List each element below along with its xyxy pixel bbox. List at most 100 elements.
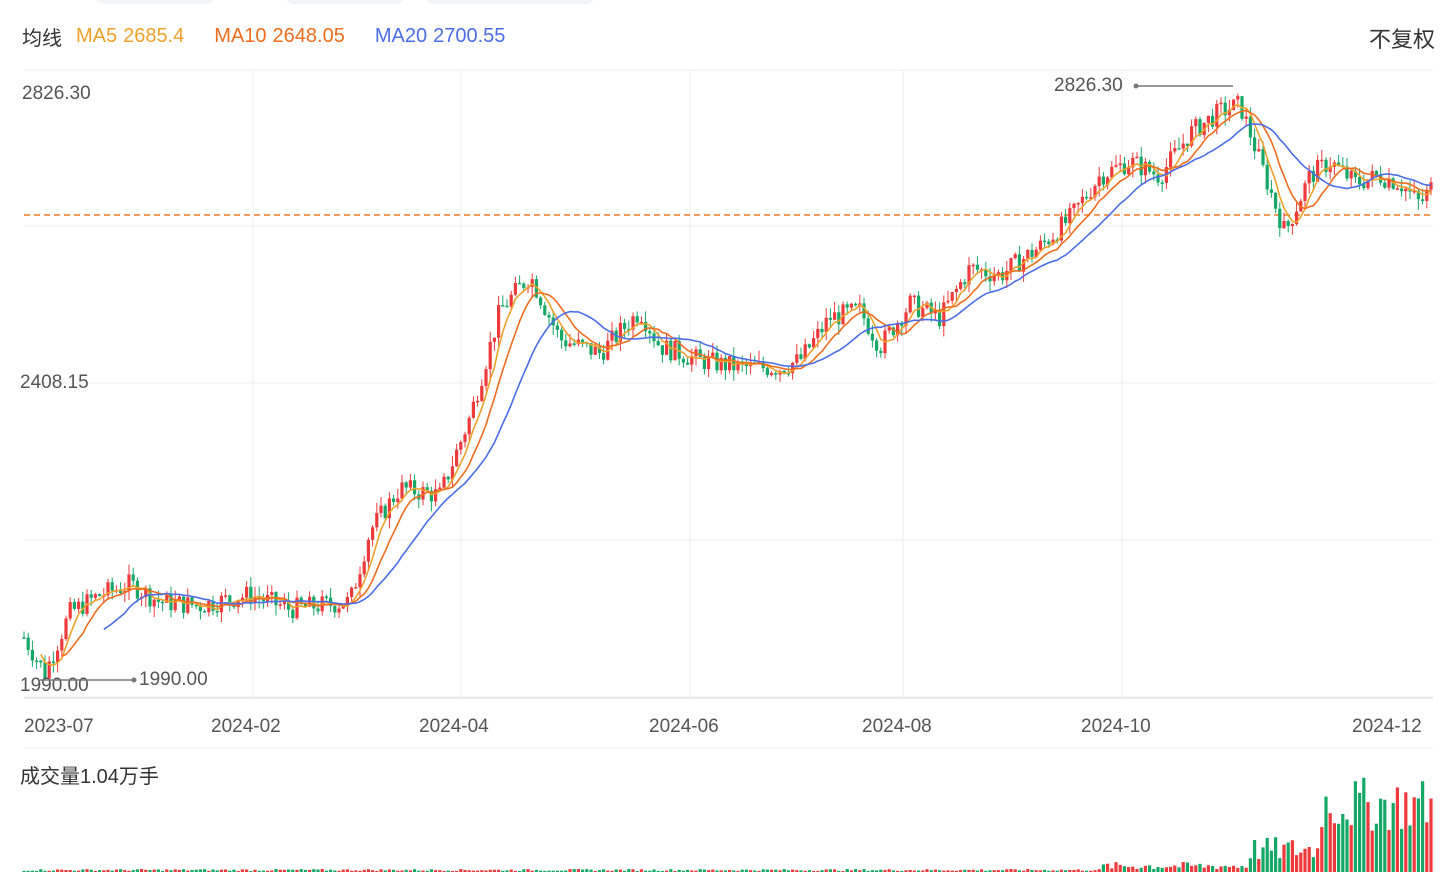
- volume-bar: [505, 870, 509, 872]
- candle-body: [1160, 182, 1164, 184]
- candle-body: [1421, 199, 1425, 201]
- volume-bar: [1131, 866, 1135, 872]
- candle-body: [719, 357, 723, 371]
- candle-body: [975, 264, 979, 270]
- min-leader-dot: [131, 677, 137, 683]
- volume-bar: [303, 869, 307, 872]
- volume-bar: [450, 870, 454, 872]
- volume-bar: [749, 870, 753, 872]
- candle-body: [350, 587, 354, 598]
- candle-body: [1400, 188, 1404, 192]
- candle-body: [602, 353, 606, 360]
- candle-body: [303, 603, 307, 607]
- volume-bar: [114, 869, 118, 872]
- volume-bar: [1374, 823, 1378, 872]
- candle-body: [492, 337, 496, 342]
- candle-body: [1169, 151, 1173, 168]
- volume-bar: [1211, 866, 1215, 872]
- candle-body: [1307, 170, 1311, 184]
- volume-bar: [845, 869, 849, 872]
- volume-bar: [954, 870, 958, 872]
- candle-body: [555, 325, 559, 330]
- candle-body: [1223, 102, 1227, 116]
- candle-body: [736, 361, 740, 371]
- candle-body: [971, 264, 975, 267]
- volume-bar: [1353, 781, 1357, 872]
- candle-body: [744, 363, 748, 367]
- volume-bar: [22, 870, 26, 872]
- candle-body: [807, 344, 811, 348]
- candle-body: [904, 312, 908, 326]
- volume-bar: [60, 869, 64, 872]
- x-tick-label: 2024-02: [211, 716, 281, 737]
- volume-bar: [509, 869, 513, 872]
- candle-body: [854, 303, 858, 306]
- volume-bar: [975, 870, 979, 872]
- legend-ma5: MA5 2685.4: [76, 25, 184, 48]
- volume-bar: [375, 870, 379, 872]
- candle-body: [1395, 188, 1399, 190]
- volume-bar: [795, 870, 799, 872]
- volume-bar: [942, 870, 946, 872]
- volume-bar: [408, 870, 412, 872]
- tab-stub[interactable]: [95, 0, 215, 4]
- candle-body: [434, 489, 438, 502]
- volume-bar: [140, 869, 144, 872]
- ma5-label: MA5: [76, 24, 118, 47]
- volume-bar: [635, 870, 639, 872]
- candle-body: [77, 601, 81, 609]
- candle-body: [1089, 197, 1093, 199]
- volume-bar: [455, 870, 459, 872]
- volume-bar: [1219, 866, 1223, 872]
- volume-bar: [438, 870, 442, 872]
- volume-bar: [1026, 869, 1030, 872]
- legend-ma20: MA20 2700.55: [375, 25, 506, 48]
- volume-bar: [690, 870, 694, 872]
- candle-body: [1412, 190, 1416, 193]
- candle-body: [841, 304, 845, 325]
- volume-bar: [707, 870, 711, 872]
- tab-stub[interactable]: [425, 0, 595, 4]
- candle-body: [1219, 102, 1223, 105]
- volume-bar: [47, 870, 51, 872]
- volume-bar: [702, 869, 706, 872]
- adjust-type-button[interactable]: 不复权: [1368, 27, 1435, 52]
- tab-stub[interactable]: [285, 0, 405, 4]
- candle-body: [203, 611, 207, 613]
- candle-body: [219, 595, 223, 613]
- volume-bar: [1160, 867, 1164, 872]
- volume-bar: [93, 870, 97, 872]
- ma10-value: 2648.05: [272, 24, 345, 47]
- candle-body: [1349, 170, 1353, 179]
- candle-body: [954, 288, 958, 293]
- candle-body: [984, 269, 988, 277]
- volume-bar: [362, 869, 366, 872]
- candle-body: [887, 327, 891, 331]
- candle-body: [1206, 115, 1210, 123]
- candle-body: [1181, 143, 1185, 149]
- candle-body: [1017, 254, 1021, 272]
- volume-bar: [1017, 870, 1021, 872]
- volume-bar: [1047, 870, 1051, 872]
- volume-bar: [610, 870, 614, 872]
- candle-body: [728, 356, 732, 371]
- candle-body: [1391, 178, 1395, 189]
- volume-bar: [631, 869, 635, 872]
- candle-body: [362, 561, 366, 575]
- volume-bar: [753, 870, 757, 872]
- volume-bar: [165, 869, 169, 872]
- candle-body: [942, 302, 946, 327]
- candle-body: [501, 305, 505, 307]
- volume-bar: [849, 870, 853, 872]
- candle-body: [488, 341, 492, 370]
- volume-bar: [518, 870, 522, 872]
- candle-body: [110, 582, 114, 591]
- candle-body: [228, 595, 232, 603]
- volume-bar: [89, 869, 93, 872]
- volume-bar: [530, 870, 534, 872]
- candle-body: [173, 599, 177, 611]
- volume-bar: [274, 869, 278, 872]
- volume-bar: [551, 870, 555, 872]
- volume-bar: [1332, 823, 1336, 872]
- volume-bar: [1076, 869, 1080, 872]
